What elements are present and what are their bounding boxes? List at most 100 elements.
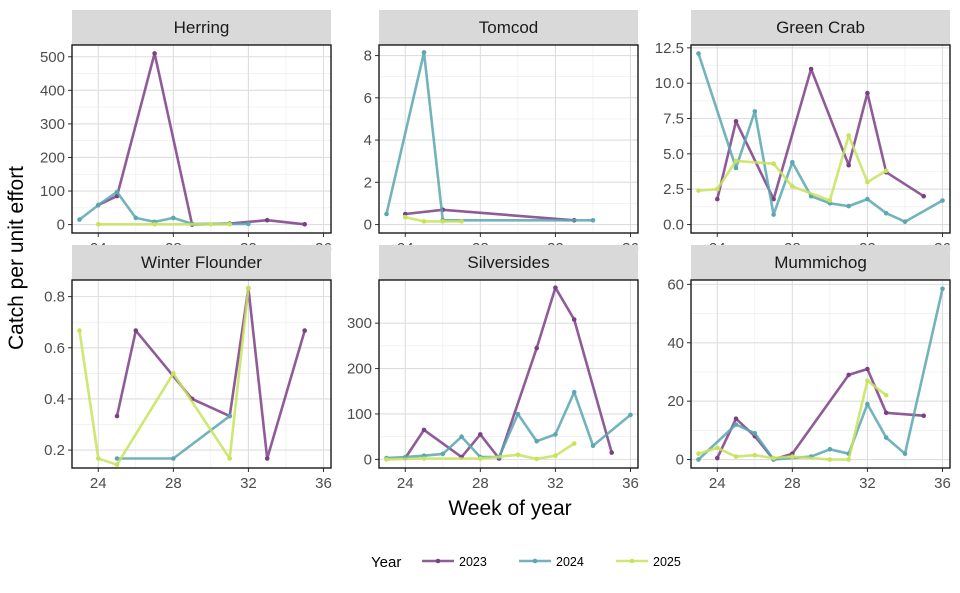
- y-tick-label: 4: [364, 132, 372, 149]
- data-point: [865, 90, 870, 96]
- data-point: [421, 427, 427, 433]
- panel-silversides: Silversides 0 100 200 300 24 28 32 36: [347, 245, 639, 492]
- data-point: [246, 221, 251, 227]
- panel-herring: Herring010020030040050024283236: [40, 10, 332, 257]
- data-point: [733, 158, 739, 164]
- data-point: [384, 211, 389, 217]
- data-point: [940, 198, 945, 203]
- y-axis: 0 100 200 300: [347, 315, 379, 468]
- series-2025: [403, 214, 464, 224]
- data-point: [628, 412, 633, 418]
- data-point: [478, 456, 483, 461]
- data-point: [715, 196, 720, 202]
- panel-title: Mummichog: [774, 253, 867, 272]
- data-point: [827, 198, 833, 203]
- x-axis: 24 28 32 36: [397, 468, 639, 492]
- data-point: [246, 285, 251, 291]
- x-axis: 24 28 32 36: [90, 468, 332, 492]
- data-point: [152, 51, 157, 56]
- data-point: [940, 286, 945, 292]
- y-tick-label: 300: [347, 315, 372, 332]
- data-point: [421, 219, 427, 224]
- y-axis: 0 100 200 300 400 500: [40, 49, 72, 234]
- y-tick-label: 0: [57, 217, 65, 234]
- y-tick-label: 200: [40, 149, 65, 166]
- y-axis: 0 2 4 6 8: [364, 48, 379, 234]
- data-point: [696, 188, 701, 193]
- series-2025: [696, 133, 889, 203]
- data-point: [77, 328, 82, 333]
- y-tick-label: 20: [667, 393, 684, 410]
- legend-label: 2024: [556, 555, 584, 569]
- data-point: [846, 133, 851, 138]
- data-point: [790, 454, 795, 459]
- data-point: [534, 345, 539, 351]
- data-point: [459, 434, 464, 440]
- data-point: [459, 219, 464, 224]
- data-point: [421, 50, 427, 55]
- data-point: [846, 203, 851, 209]
- data-point: [553, 285, 558, 291]
- data-point: [883, 410, 889, 416]
- panel-title: Herring: [174, 18, 230, 37]
- data-point: [114, 456, 120, 461]
- data-point: [696, 457, 701, 462]
- x-axis: 24 28 32 36: [709, 468, 951, 492]
- series-2025: [696, 378, 889, 462]
- series-line: [405, 215, 462, 223]
- data-point: [752, 431, 758, 436]
- panel-border: [690, 279, 951, 469]
- y-tick-label: 2: [364, 174, 372, 191]
- gridlines: [379, 280, 638, 468]
- y-tick-label: 0.6: [44, 340, 65, 357]
- data-point: [302, 222, 308, 227]
- data-point: [152, 222, 157, 227]
- data-point: [534, 438, 539, 444]
- y-axis: 0 20 40 60: [667, 276, 691, 469]
- y-tick-label: 8: [364, 48, 372, 65]
- data-point: [403, 211, 408, 217]
- data-point: [96, 456, 101, 461]
- data-point: [571, 317, 577, 322]
- x-tick-label: 24: [397, 475, 414, 492]
- y-tick-label: 0.4: [44, 391, 65, 408]
- series-2024: [696, 286, 945, 462]
- data-point: [733, 119, 739, 124]
- y-tick-label: 6: [364, 90, 372, 107]
- y-tick-label: 12.5: [655, 40, 684, 57]
- series-line: [385, 51, 593, 222]
- gridlines: [691, 45, 950, 233]
- data-point: [696, 451, 701, 457]
- y-tick-label: 0: [676, 452, 684, 469]
- data-point: [827, 447, 833, 452]
- data-point: [478, 432, 483, 437]
- panel-background: [691, 280, 950, 468]
- series-2023: [715, 66, 926, 202]
- y-tick-label: 0.8: [44, 289, 65, 306]
- data-point: [515, 452, 521, 458]
- data-point: [846, 457, 851, 462]
- panel-winter-flounder: Winter Flounder 0.2 0.4 0.6 0.8 24 28 32 36: [44, 245, 332, 492]
- data-point: [883, 393, 889, 398]
- x-axis-title: Week of year: [448, 497, 571, 520]
- data-point: [227, 456, 232, 461]
- legend-key-point: [435, 558, 441, 564]
- y-tick-label: 400: [40, 82, 65, 99]
- data-point: [440, 451, 446, 457]
- data-point: [790, 184, 795, 189]
- x-tick-label: 24: [90, 475, 107, 492]
- panel-strip: [379, 10, 638, 45]
- legend-label: 2025: [653, 555, 681, 569]
- data-point: [553, 432, 558, 437]
- data-point: [846, 372, 851, 378]
- data-point: [883, 435, 889, 440]
- series-line: [697, 53, 944, 223]
- data-point: [733, 422, 739, 427]
- data-point: [114, 462, 120, 468]
- y-tick-label: 60: [667, 276, 684, 293]
- y-tick-label: 10.0: [655, 75, 684, 92]
- data-point: [827, 457, 833, 462]
- data-point: [133, 328, 139, 333]
- panel-border: [690, 44, 951, 234]
- data-point: [571, 389, 577, 395]
